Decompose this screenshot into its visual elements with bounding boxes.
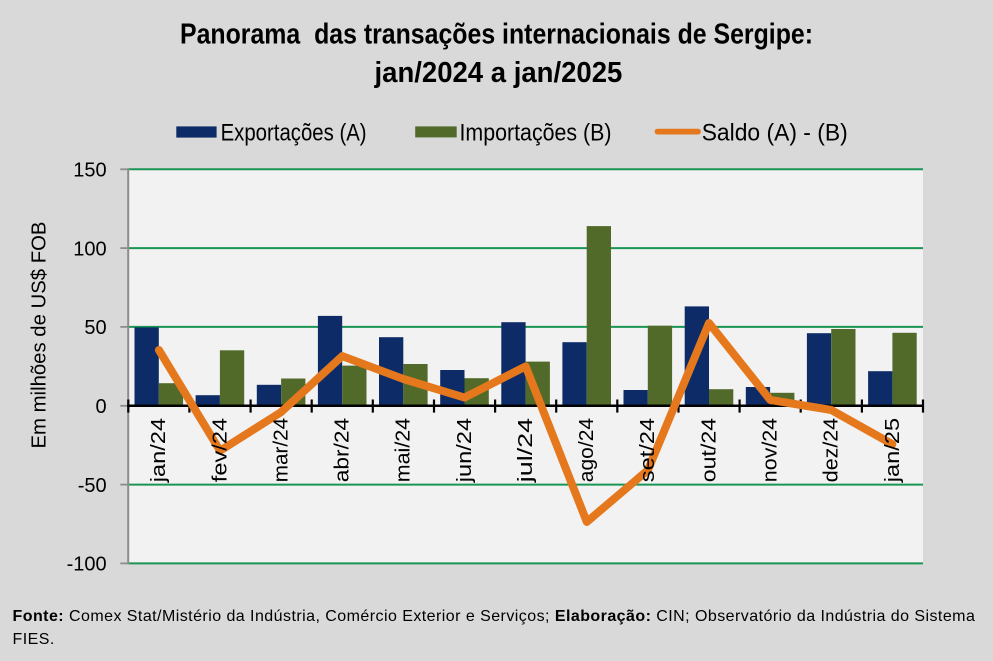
svg-text:jul/24: jul/24: [514, 418, 537, 484]
svg-text:dez/24: dez/24: [820, 418, 843, 482]
svg-text:fev/24: fev/24: [208, 418, 231, 482]
svg-text:Exportações (A): Exportações (A): [221, 120, 367, 147]
svg-text:Importações (B): Importações (B): [460, 120, 612, 147]
svg-text:100: 100: [73, 238, 106, 260]
svg-text:0: 0: [95, 396, 106, 418]
svg-text:-100: -100: [67, 554, 107, 576]
svg-text:set/24: set/24: [636, 418, 659, 482]
svg-text:jun/24: jun/24: [453, 418, 476, 483]
svg-text:out/24: out/24: [697, 418, 720, 482]
svg-text:50: 50: [84, 317, 106, 339]
svg-text:Panorama das transações inter: Panorama das transações internacionais d…: [180, 19, 813, 51]
svg-text:ago/24: ago/24: [575, 418, 598, 482]
svg-text:mar/24: mar/24: [270, 418, 293, 482]
svg-text:Em milhões de US$ FOB: Em milhões de US$ FOB: [28, 222, 50, 449]
svg-text:jan/24: jan/24: [147, 418, 170, 483]
svg-text:nov/24: nov/24: [759, 418, 782, 482]
svg-text:jan/2024 a jan/2025: jan/2024 a jan/2025: [374, 57, 623, 89]
svg-text:-50: -50: [78, 475, 107, 497]
svg-text:Saldo (A) - (B): Saldo (A) - (B): [702, 120, 848, 147]
svg-text:mai/24: mai/24: [392, 418, 415, 482]
svg-text:abr/24: abr/24: [331, 418, 354, 482]
svg-text:150: 150: [73, 160, 106, 182]
svg-text:jan/25: jan/25: [881, 418, 904, 483]
